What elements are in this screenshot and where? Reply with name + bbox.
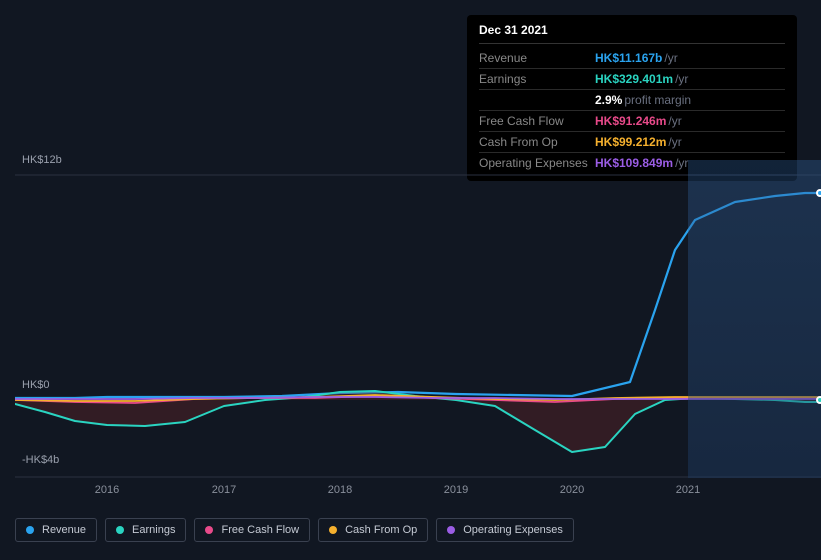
chart-svg bbox=[15, 160, 821, 478]
tooltip-row: 2.9%profit margin bbox=[479, 90, 785, 111]
tooltip-row-value: HK$329.401m/yr bbox=[595, 72, 688, 86]
legend-label: Revenue bbox=[42, 524, 86, 536]
legend-dot-icon bbox=[205, 526, 213, 534]
x-axis: 2016 2017 2018 2019 2020 2021 bbox=[15, 484, 821, 504]
series-end-marker bbox=[816, 189, 821, 197]
chart-tooltip: Dec 31 2021 RevenueHK$11.167b/yrEarnings… bbox=[467, 15, 797, 181]
legend-item-revenue[interactable]: Revenue bbox=[15, 518, 97, 542]
tooltip-row-label bbox=[479, 93, 595, 107]
tooltip-row-value: 2.9%profit margin bbox=[595, 93, 691, 107]
legend-item-operating-expenses[interactable]: Operating Expenses bbox=[436, 518, 574, 542]
legend-label: Operating Expenses bbox=[463, 524, 563, 536]
y-axis-label: -HK$4b bbox=[22, 454, 59, 466]
legend-dot-icon bbox=[26, 526, 34, 534]
x-axis-label: 2020 bbox=[560, 484, 584, 496]
legend-dot-icon bbox=[116, 526, 124, 534]
legend-item-cash-from-op[interactable]: Cash From Op bbox=[318, 518, 428, 542]
series-revenue bbox=[15, 193, 820, 398]
tooltip-row: Free Cash FlowHK$91.246m/yr bbox=[479, 111, 785, 132]
tooltip-row: Cash From OpHK$99.212m/yr bbox=[479, 132, 785, 153]
x-axis-label: 2016 bbox=[95, 484, 119, 496]
legend-dot-icon bbox=[447, 526, 455, 534]
y-axis-label: HK$0 bbox=[22, 379, 50, 391]
tooltip-row-value: HK$91.246m/yr bbox=[595, 114, 682, 128]
tooltip-row-label: Free Cash Flow bbox=[479, 114, 595, 128]
tooltip-row: EarningsHK$329.401m/yr bbox=[479, 69, 785, 90]
tooltip-row-label: Revenue bbox=[479, 51, 595, 65]
series-end-marker bbox=[816, 396, 821, 404]
x-axis-label: 2017 bbox=[212, 484, 236, 496]
legend-dot-icon bbox=[329, 526, 337, 534]
legend-label: Earnings bbox=[132, 524, 175, 536]
tooltip-row-label: Earnings bbox=[479, 72, 595, 86]
tooltip-row-value: HK$99.212m/yr bbox=[595, 135, 682, 149]
legend-item-free-cash-flow[interactable]: Free Cash Flow bbox=[194, 518, 310, 542]
legend-item-earnings[interactable]: Earnings bbox=[105, 518, 186, 542]
legend-label: Cash From Op bbox=[345, 524, 417, 536]
tooltip-date: Dec 31 2021 bbox=[479, 23, 785, 44]
legend-label: Free Cash Flow bbox=[221, 524, 299, 536]
x-axis-label: 2018 bbox=[328, 484, 352, 496]
x-axis-label: 2019 bbox=[444, 484, 468, 496]
financials-chart[interactable]: HK$12bHK$0-HK$4b bbox=[15, 160, 821, 478]
chart-legend: Revenue Earnings Free Cash Flow Cash From O… bbox=[15, 518, 574, 542]
x-axis-label: 2021 bbox=[676, 484, 700, 496]
tooltip-row: RevenueHK$11.167b/yr bbox=[479, 48, 785, 69]
tooltip-row-value: HK$11.167b/yr bbox=[595, 51, 678, 65]
tooltip-row-label: Cash From Op bbox=[479, 135, 595, 149]
y-axis-label: HK$12b bbox=[22, 154, 62, 166]
